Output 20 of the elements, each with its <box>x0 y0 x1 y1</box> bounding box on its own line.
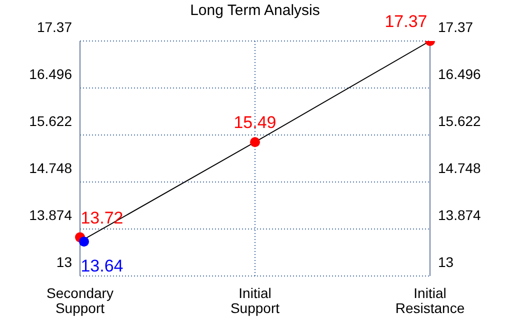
y2-tick-label: 17.37 <box>438 18 474 35</box>
y2-tick-label: 14.748 <box>438 160 482 176</box>
y-tick-label: 13.874 <box>29 206 72 223</box>
y-tick-label: 17.37 <box>36 18 72 35</box>
data-label: 15.49 <box>234 113 276 132</box>
y2-tick-label: 15.622 <box>438 112 482 129</box>
y2-tick-label: 16.496 <box>438 66 482 82</box>
y-tick-label: 13 <box>56 254 72 270</box>
x-tick-label: Initial Resistance <box>395 285 465 316</box>
y-tick-label: 16.496 <box>29 66 72 82</box>
y2-tick-label: 13.874 <box>438 206 482 223</box>
y-tick-label: 15.622 <box>29 112 72 129</box>
data-label: 13.64 <box>80 256 124 276</box>
x-tick-label: Initial Support <box>230 285 280 316</box>
y2-tick-label: 13 <box>438 254 454 270</box>
data-label: 17.37 <box>384 12 428 31</box>
x-tick-label: Secondary Support <box>46 285 114 316</box>
data-label: 13.72 <box>80 208 124 228</box>
y-tick-label: 14.748 <box>29 160 72 176</box>
chart-title: Long Term Analysis <box>190 2 320 19</box>
